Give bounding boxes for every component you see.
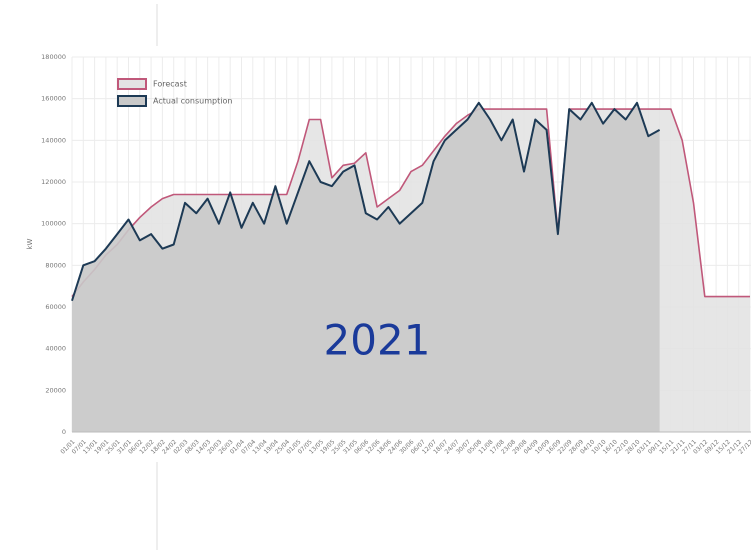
legend-swatch	[117, 78, 147, 90]
legend-swatch	[117, 95, 147, 107]
plot: 0 20000 40000 60000 80000 100000 120000 140000 1…	[41, 53, 751, 456]
y-tick-label: 80000	[45, 261, 66, 269]
y-tick-label: 120000	[41, 178, 66, 186]
y-tick-label: 60000	[45, 303, 66, 311]
y-tick-label: 180000	[41, 53, 66, 61]
legend-label: Actual consumption	[153, 97, 232, 106]
annotation: 2021	[324, 316, 431, 365]
y-tick-label: 0	[62, 428, 66, 436]
y-tick-label: 40000	[45, 345, 66, 353]
line	[71, 101, 661, 302]
y-axis-label: kW	[26, 238, 34, 249]
y-tick-label: 100000	[41, 220, 66, 228]
legend-label: Forecast	[153, 80, 187, 89]
y-tick-label: 160000	[41, 95, 66, 103]
y-tick-label: 140000	[41, 136, 66, 144]
area-fill	[72, 102, 660, 432]
y-tick-label: 20000	[45, 386, 66, 394]
